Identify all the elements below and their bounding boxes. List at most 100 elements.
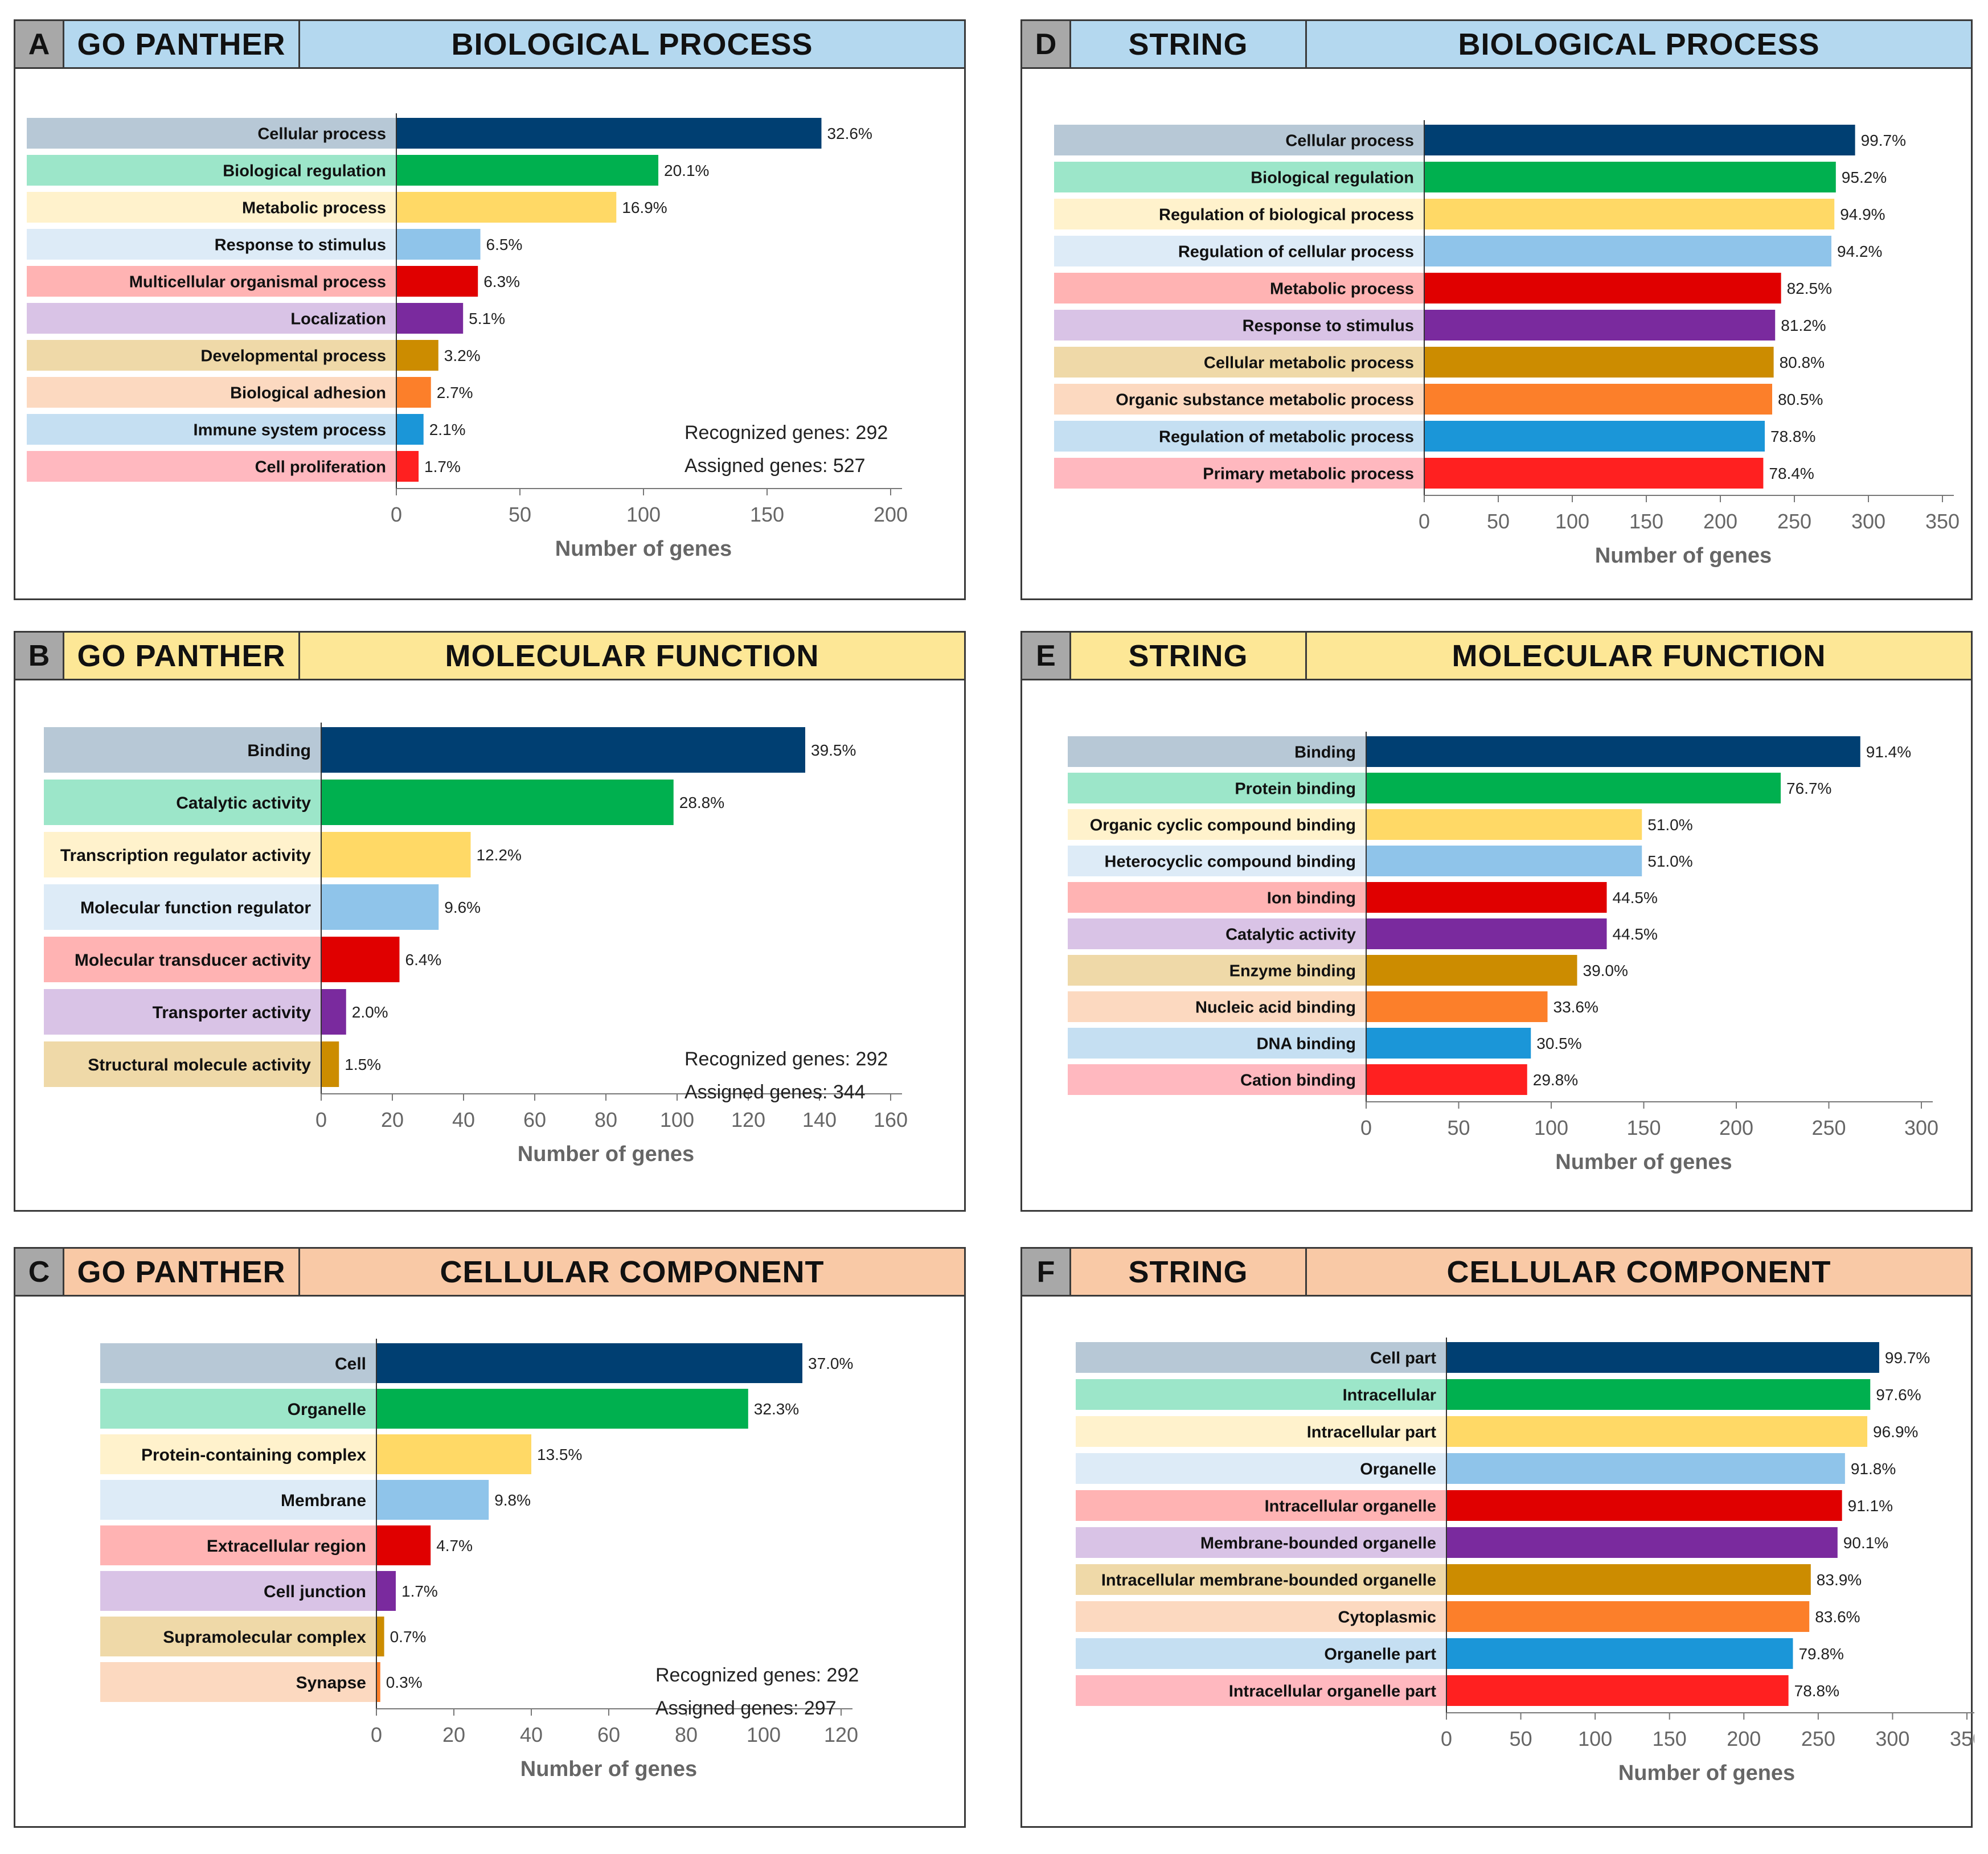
panel-e-string-molecular-function: E STRING MOLECULAR FUNCTION Binding 91.4%…: [1020, 631, 1973, 1212]
category-label: Intracellular part: [1307, 1423, 1437, 1441]
category-stripe: [1068, 773, 1366, 803]
category-stripe: [1076, 1527, 1446, 1558]
bar: [396, 303, 464, 334]
bar: [321, 780, 674, 825]
x-tick-label: 80: [595, 1108, 617, 1131]
bar: [1446, 1490, 1842, 1521]
data-label: 94.9%: [1840, 206, 1885, 223]
assigned-genes-note: Assigned genes: 297: [655, 1697, 837, 1719]
data-label: 96.9%: [1873, 1423, 1918, 1441]
category-stripe: [1076, 1675, 1446, 1706]
bar-row: Molecular function regulator 9.6%: [44, 884, 481, 930]
bar: [376, 1525, 431, 1565]
bar-row: Catalytic activity 44.5%: [1068, 918, 1658, 949]
bar: [1446, 1527, 1838, 1558]
bar-row: Synapse 0.3%: [100, 1662, 423, 1702]
data-label: 78.8%: [1794, 1682, 1839, 1700]
bar-row: Binding 39.5%: [44, 727, 856, 773]
data-label: 44.5%: [1613, 925, 1658, 943]
bar-row: Heterocyclic compound binding 51.0%: [1068, 846, 1693, 876]
category-stripe: [1068, 846, 1366, 876]
bar: [1446, 1564, 1811, 1595]
category-label: Molecular transducer activity: [75, 951, 311, 970]
bar: [1424, 199, 1835, 229]
category-label: Organelle part: [1324, 1645, 1436, 1663]
category-label: Regulation of metabolic process: [1159, 428, 1414, 446]
bar: [396, 155, 659, 186]
category-stripe: [44, 884, 321, 930]
bar: [376, 1571, 396, 1611]
x-tick-label: 0: [1441, 1727, 1452, 1750]
bar: [321, 937, 400, 982]
category-stripe: [44, 1041, 321, 1087]
bar: [396, 192, 617, 223]
panel-header: E STRING MOLECULAR FUNCTION: [1022, 633, 1971, 680]
bar-row: Intracellular membrane-bounded organelle…: [1076, 1564, 1862, 1595]
tool-name: GO PANTHER: [64, 1249, 300, 1295]
data-label: 6.5%: [486, 236, 523, 253]
bar-chart: Cell part 99.7%Intracellular 97.6%Intracel…: [1076, 1338, 1974, 1785]
panel-letter: A: [15, 21, 64, 67]
panel-letter: F: [1022, 1249, 1071, 1295]
category-label: Extracellular region: [207, 1537, 366, 1556]
data-label: 3.2%: [444, 347, 481, 364]
x-tick-label: 250: [1801, 1727, 1835, 1750]
bar-row: Regulation of biological process 94.9%: [1054, 199, 1885, 229]
category-stripe: [1076, 1490, 1446, 1521]
category-label: Biological adhesion: [230, 384, 386, 402]
x-tick-label: 350: [1950, 1727, 1974, 1750]
bar-row: Catalytic activity 28.8%: [44, 780, 724, 825]
bar-row: Cell junction 1.7%: [100, 1571, 438, 1611]
data-label: 5.1%: [469, 310, 505, 327]
data-label: 33.6%: [1553, 998, 1598, 1016]
bar-row: Response to stimulus 6.5%: [27, 229, 522, 260]
category-label: Organic substance metabolic process: [1116, 391, 1414, 409]
category-stripe: [1054, 310, 1424, 341]
category-stripe: [27, 266, 396, 297]
x-tick-label: 100: [1555, 510, 1589, 533]
bar-row: Cellular process 32.6%: [27, 118, 872, 149]
data-label: 97.6%: [1876, 1386, 1921, 1404]
go-category: CELLULAR COMPONENT: [1307, 1249, 1971, 1295]
bar-chart: Cellular process 99.7% Biological regulati…: [1054, 120, 1960, 568]
data-label: 51.0%: [1647, 816, 1692, 834]
data-label: 0.3%: [386, 1673, 423, 1691]
data-label: 78.8%: [1770, 428, 1815, 445]
category-label: Cell proliferation: [255, 458, 386, 476]
data-label: 94.2%: [1837, 243, 1882, 260]
category-stripe: [1076, 1564, 1446, 1595]
category-stripe: [1076, 1453, 1446, 1484]
category-label: DNA binding: [1257, 1035, 1356, 1053]
bar-chart: Binding 91.4% Protein binding 76.7% Organic …: [1068, 732, 1938, 1174]
category-label: Binding: [247, 741, 311, 760]
bar-row: Regulation of cellular process 94.2%: [1054, 236, 1882, 266]
data-label: 99.7%: [1861, 132, 1906, 149]
data-label: 2.7%: [437, 384, 473, 401]
bar: [396, 414, 424, 445]
bar-row: Transporter activity 2.0%: [44, 989, 388, 1035]
data-label: 82.5%: [1787, 280, 1832, 297]
category-stripe: [44, 989, 321, 1035]
data-label: 76.7%: [1786, 780, 1831, 797]
bar-row: Protein-containing complex 13.5%: [100, 1434, 582, 1474]
x-tick-label: 200: [1703, 510, 1737, 533]
bar-row: Regulation of metabolic process 78.8%: [1054, 421, 1815, 452]
x-tick-label: 0: [1360, 1116, 1372, 1139]
panel-b-panther-molecular-function: B GO PANTHER MOLECULAR FUNCTION Binding 3…: [14, 631, 966, 1212]
category-label: Organic cyclic compound binding: [1090, 816, 1356, 834]
category-stripe: [44, 727, 321, 773]
bar-row: Organic cyclic compound binding 51.0%: [1068, 809, 1693, 840]
data-label: 13.5%: [537, 1446, 582, 1463]
bar-row: Cytoplasmic 83.6%: [1076, 1601, 1860, 1632]
category-label: Regulation of biological process: [1159, 206, 1414, 224]
bar: [1424, 458, 1764, 489]
go-category: BIOLOGICAL PROCESS: [1307, 21, 1971, 67]
data-label: 32.6%: [827, 125, 872, 142]
data-label: 44.5%: [1613, 889, 1658, 907]
x-tick-label: 100: [626, 503, 661, 526]
category-stripe: [1054, 347, 1424, 378]
x-tick-label: 150: [750, 503, 784, 526]
category-label: Developmental process: [200, 347, 386, 365]
bar-row: Organic substance metabolic process 80.5%: [1054, 384, 1823, 415]
bar: [376, 1434, 531, 1474]
